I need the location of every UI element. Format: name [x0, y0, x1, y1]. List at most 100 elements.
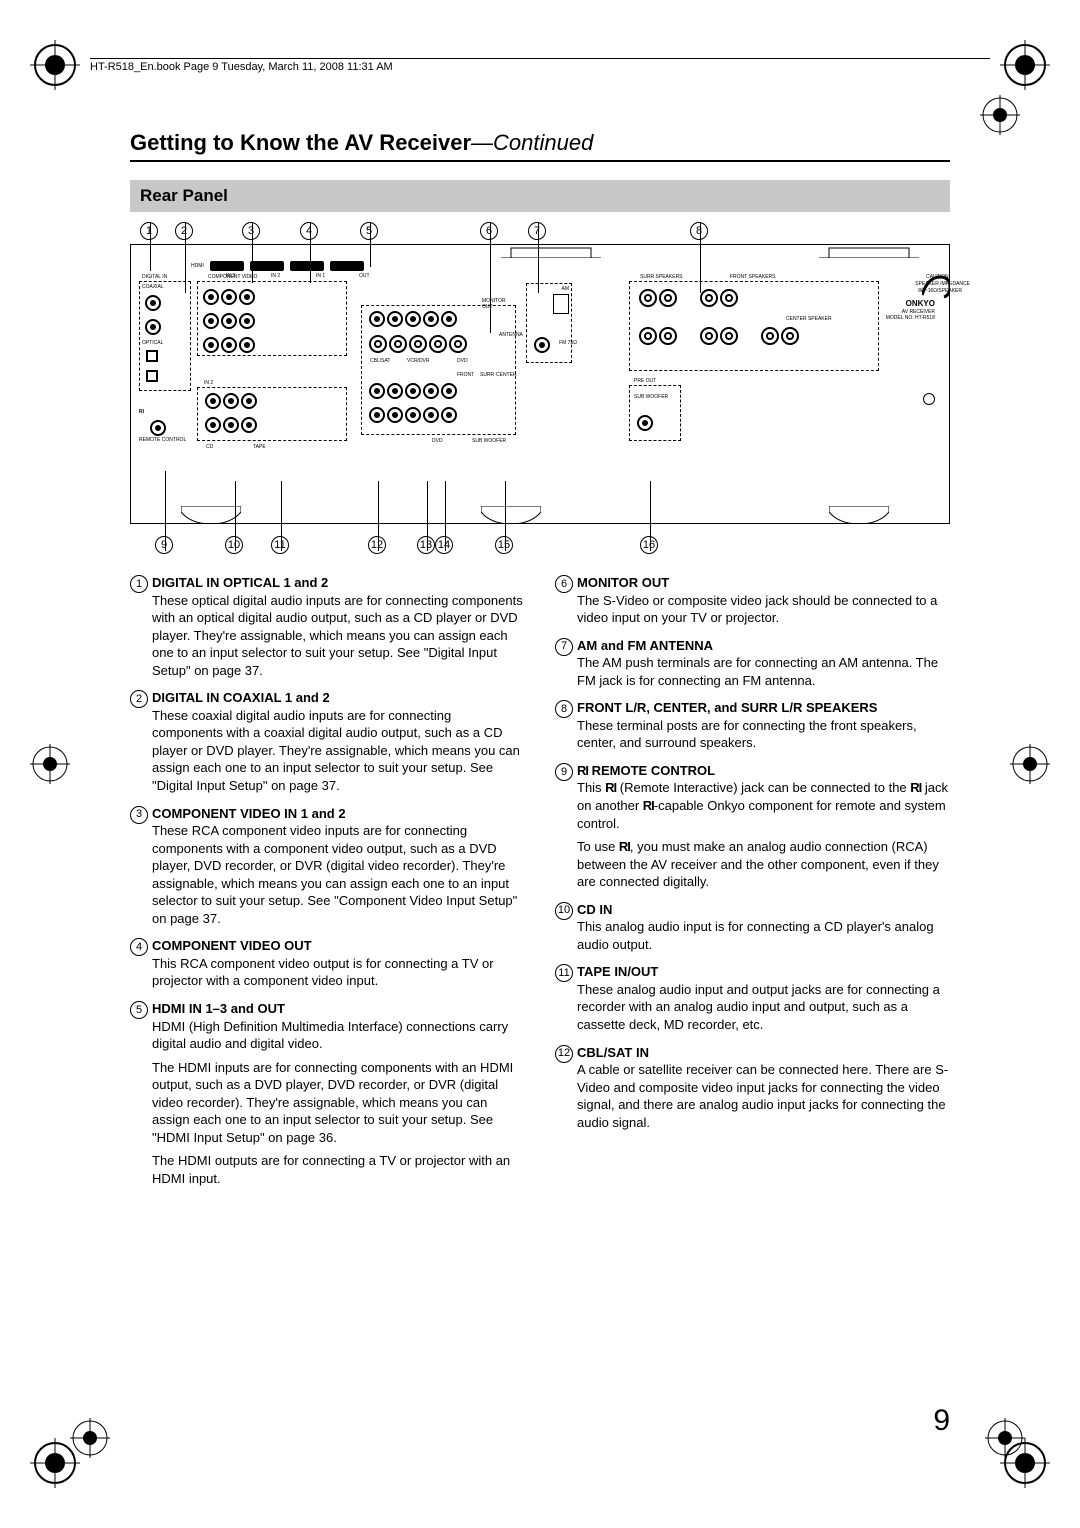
section-heading: Rear Panel [130, 180, 950, 212]
jack-icon [203, 289, 219, 305]
hdmi-port-icon [330, 261, 364, 271]
chassis-foot-icon [181, 506, 241, 524]
jack-icon [203, 337, 219, 353]
jack-icon [241, 417, 257, 433]
callouts-bottom: 9 10 11 12 13 14 15 16 [130, 536, 950, 558]
item-body: This RCA component video output is for c… [152, 955, 525, 990]
description-item: 2DIGITAL IN COAXIAL 1 and 2These coaxial… [130, 689, 525, 794]
registration-mark-icon [985, 1418, 1025, 1458]
item-body: These RCA component video inputs are for… [152, 822, 525, 927]
jack-icon [441, 383, 457, 399]
title-main: Getting to Know the AV Receiver [130, 130, 471, 155]
item-title: AM and FM ANTENNA [577, 638, 713, 653]
callout-1: 1 [140, 222, 158, 240]
jack-icon [221, 313, 237, 329]
callouts-top: 1 2 3 4 5 6 7 8 [130, 222, 950, 244]
item-number: 7 [555, 638, 573, 656]
item-body: HDMI (High Definition Multimedia Interfa… [152, 1018, 525, 1053]
binding-post-icon [781, 327, 799, 345]
doc-header: HT-R518_En.book Page 9 Tuesday, March 11… [90, 58, 990, 73]
binding-post-icon [659, 289, 677, 307]
label-preout: PRE OUT [634, 378, 656, 384]
label-hdmi: HDMI [191, 263, 204, 269]
label-remote: REMOTE CONTROL [139, 437, 186, 443]
item-number: 4 [130, 938, 148, 956]
label-front: FRONT [457, 372, 474, 378]
description-item: 7AM and FM ANTENNAThe AM push terminals … [555, 637, 950, 690]
label-cblsat: CBL/SAT [370, 358, 390, 364]
item-body: These analog audio input and output jack… [577, 981, 950, 1034]
binding-post-icon [720, 289, 738, 307]
label-front-speakers: FRONT SPEAKERS [730, 274, 775, 280]
label-vcrdvr: VCR/DVR [407, 358, 430, 364]
chassis-foot-icon [829, 506, 889, 524]
svideo-icon [389, 335, 407, 353]
item-title: DIGITAL IN COAXIAL 1 and 2 [152, 690, 330, 705]
label-am: AM [562, 286, 570, 292]
jack-icon [637, 415, 653, 431]
item-body: These optical digital audio inputs are f… [152, 592, 525, 680]
chassis-vent-icon [819, 244, 919, 258]
item-number: 10 [555, 902, 573, 920]
item-body: The HDMI outputs are for connecting a TV… [152, 1152, 525, 1187]
registration-mark-icon [70, 1418, 110, 1458]
item-number: 6 [555, 575, 573, 593]
label-antenna: ANTENNA [499, 332, 523, 338]
callout-15: 15 [495, 536, 513, 554]
item-number: 8 [555, 700, 573, 718]
callout-4: 4 [300, 222, 318, 240]
description-item: 1DIGITAL IN OPTICAL 1 and 2These optical… [130, 574, 525, 679]
item-title: FRONT L/R, CENTER, and SURR L/R SPEAKERS [577, 700, 877, 715]
item-title: HDMI IN 1–3 and OUT [152, 1001, 285, 1016]
label-surr: SURR [480, 372, 494, 378]
label-center: CENTER [496, 372, 517, 378]
label-tape: TAPE [253, 444, 266, 450]
description-item: 8 FRONT L/R, CENTER, and SURR L/R SPEAKER… [555, 699, 950, 752]
jack-icon [369, 383, 385, 399]
jack-icon [423, 407, 439, 423]
callout-12: 12 [368, 536, 386, 554]
binding-post-icon [700, 289, 718, 307]
callout-2: 2 [175, 222, 193, 240]
callout-10: 10 [225, 536, 243, 554]
item-title: RI REMOTE CONTROL [577, 763, 715, 778]
title-rule [130, 160, 950, 162]
item-title: DIGITAL IN OPTICAL 1 and 2 [152, 575, 328, 590]
registration-mark-icon [30, 744, 70, 784]
callout-3: 3 [242, 222, 260, 240]
item-body: This RI (Remote Interactive) jack can be… [577, 779, 950, 832]
label-out: OUT [359, 273, 370, 279]
binding-post-icon [720, 327, 738, 345]
left-column: 1DIGITAL IN OPTICAL 1 and 2These optical… [130, 574, 525, 1198]
item-body: These coaxial digital audio inputs are f… [152, 707, 525, 795]
callout-8: 8 [690, 222, 708, 240]
jack-icon [534, 337, 550, 353]
item-title: MONITOR OUT [577, 575, 669, 590]
jack-icon [150, 420, 166, 436]
label-cd: CD [206, 444, 213, 450]
jack-icon [221, 337, 237, 353]
page-number: 9 [933, 1404, 950, 1438]
item-number: 9 [555, 763, 573, 781]
jack-icon [405, 407, 421, 423]
svideo-icon [449, 335, 467, 353]
crop-mark-icon [1000, 40, 1050, 90]
optical-port-icon [146, 370, 158, 382]
power-cord-icon [922, 275, 950, 303]
item-body: A cable or satellite receiver can be con… [577, 1061, 950, 1131]
jack-icon [239, 337, 255, 353]
item-title: TAPE IN/OUT [577, 964, 658, 979]
jack-icon [205, 393, 221, 409]
label-digital-in: DIGITAL IN [142, 274, 167, 280]
label-monitor-out: MONITOR OUT [482, 298, 515, 310]
ri-icon: RI [577, 763, 588, 778]
callout-14: 14 [435, 536, 453, 554]
hdmi-port-icon [290, 261, 324, 271]
jack-icon [223, 393, 239, 409]
jack-icon [423, 311, 439, 327]
callout-11: 11 [271, 536, 289, 554]
callout-9: 9 [155, 536, 173, 554]
description-item: 6MONITOR OUTThe S-Video or composite vid… [555, 574, 950, 627]
label-in1: IN 1 [316, 273, 325, 279]
jack-icon [387, 407, 403, 423]
